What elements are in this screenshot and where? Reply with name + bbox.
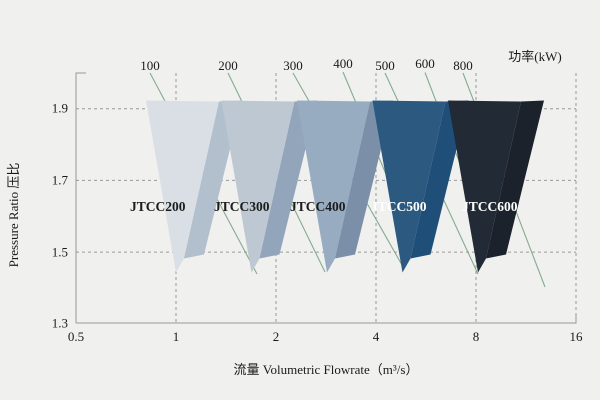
svg-text:1.7: 1.7 (52, 173, 69, 188)
svg-text:JTCC400: JTCC400 (290, 199, 346, 214)
svg-text:JTCC600: JTCC600 (462, 199, 518, 214)
svg-text:JTCC300: JTCC300 (214, 199, 270, 214)
svg-text:300: 300 (283, 58, 303, 73)
svg-text:400: 400 (333, 56, 353, 71)
svg-text:JTCC500: JTCC500 (371, 199, 427, 214)
svg-text:500: 500 (375, 58, 395, 73)
svg-text:600: 600 (415, 56, 435, 71)
svg-text:Pressure Ratio 压比: Pressure Ratio 压比 (6, 163, 21, 268)
svg-text:1: 1 (173, 329, 180, 344)
svg-text:100: 100 (140, 58, 160, 73)
svg-text:8: 8 (473, 329, 480, 344)
svg-text:流量 Volumetric Flowrate（m³/s）: 流量 Volumetric Flowrate（m³/s） (234, 362, 419, 377)
svg-text:JTCC200: JTCC200 (130, 199, 186, 214)
svg-text:200: 200 (218, 58, 238, 73)
svg-text:800: 800 (453, 58, 473, 73)
svg-text:0.5: 0.5 (68, 329, 84, 344)
svg-text:4: 4 (373, 329, 380, 344)
svg-text:功率(kW): 功率(kW) (508, 49, 561, 64)
svg-text:1.5: 1.5 (52, 245, 68, 260)
svg-text:1.9: 1.9 (52, 101, 68, 116)
svg-text:1.3: 1.3 (52, 316, 68, 331)
svg-text:16: 16 (570, 329, 584, 344)
svg-text:2: 2 (273, 329, 280, 344)
